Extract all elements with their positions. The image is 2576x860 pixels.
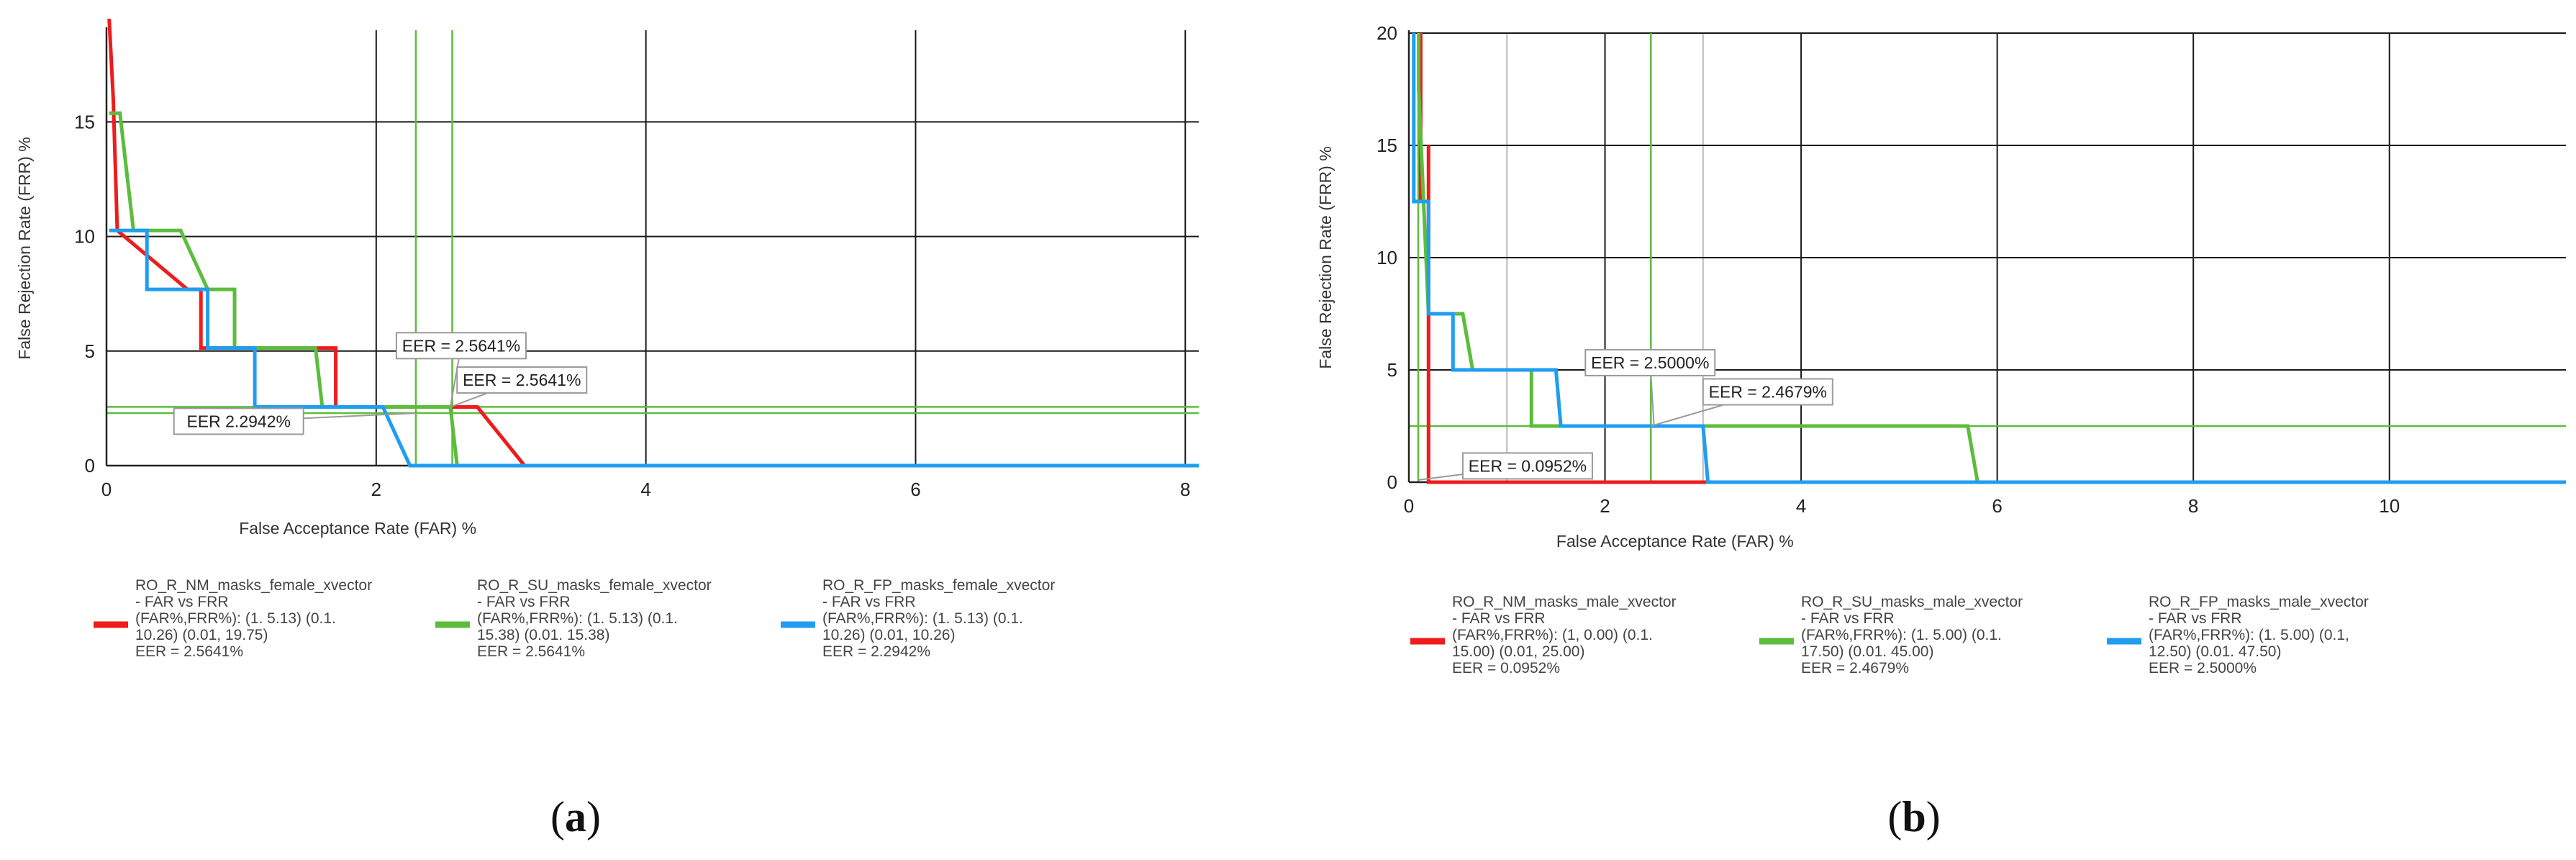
series-group bbox=[1412, 33, 2566, 484]
eer-callout: EER = 2.5000% bbox=[1584, 348, 1716, 427]
eer-callout: EER = 2.5641% bbox=[450, 366, 588, 408]
y-tick-label: 0 bbox=[85, 455, 95, 476]
y-tick-label: 10 bbox=[1377, 247, 1397, 268]
panel-label-paren: ) bbox=[586, 793, 601, 841]
callout-text: EER = 0.0952% bbox=[1469, 456, 1587, 475]
eer-callout: EER = 0.0952% bbox=[1418, 452, 1593, 481]
callout-box bbox=[395, 332, 527, 360]
legend-text-line: - FAR vs FRR bbox=[1801, 610, 1895, 627]
panel-label: (b) bbox=[1887, 793, 1940, 841]
legend-text-line: 17.50) (0.01. 45.00) bbox=[1801, 643, 1933, 660]
panel-label-letter: b bbox=[1902, 793, 1926, 841]
legend-text-line: EER = 2.4679% bbox=[1801, 660, 1909, 676]
series-line bbox=[109, 228, 1199, 468]
legend-text-line: 12.50) (0.01. 47.50) bbox=[2149, 643, 2281, 660]
x-tick-label: 0 bbox=[101, 479, 112, 500]
legend-text-line: - FAR vs FRR bbox=[2149, 610, 2242, 627]
panel-a: 0 2 4 6 8 0 5 10 15 False Acceptance Rate (FAR) %… bbox=[15, 18, 1199, 841]
panel-label-paren: ( bbox=[550, 793, 565, 841]
legend-text-line: EER = 2.2942% bbox=[822, 643, 930, 660]
callout-text: EER = 2.5641% bbox=[402, 336, 520, 355]
x-tick-label: 8 bbox=[1180, 479, 1190, 500]
legend-text-line: RO_R_SU_masks_male_xvector bbox=[1801, 594, 2023, 610]
eer-callout: EER 2.2942% bbox=[173, 407, 416, 435]
legend-item: RO_R_NM_masks_female_xvector- FAR vs FRR… bbox=[94, 577, 372, 660]
callout-box bbox=[456, 366, 588, 394]
y-axis-title: False Rejection Rate (FRR) % bbox=[15, 137, 34, 359]
legend-text-line: - FAR vs FRR bbox=[477, 594, 571, 610]
legend-text-line: - FAR vs FRR bbox=[822, 594, 916, 610]
legend-text-line: EER = 2.5641% bbox=[135, 643, 243, 660]
callout-box bbox=[173, 407, 304, 435]
callout-box bbox=[1461, 452, 1593, 480]
panel-b: 0 2 4 6 8 10 0 5 10 15 20 False Acceptance Rate (FA… bbox=[1316, 22, 2566, 841]
callout-text: EER = 2.4679% bbox=[1709, 382, 1827, 401]
callout-text: EER = 2.5641% bbox=[463, 371, 581, 389]
legend-text-line: EER = 0.0952% bbox=[1452, 660, 1560, 676]
legend-text-line: RO_R_NM_masks_male_xvector bbox=[1452, 594, 1677, 610]
callout-box bbox=[1584, 348, 1716, 376]
panel-label-letter: a bbox=[565, 793, 586, 841]
x-tick-label: 4 bbox=[1796, 495, 1806, 517]
x-tick-label: 6 bbox=[910, 479, 920, 500]
y-tick-label: 20 bbox=[1377, 22, 1397, 44]
legend-text-line: RO_R_FP_masks_male_xvector bbox=[2149, 594, 2369, 610]
legend-text-line: RO_R_NM_masks_female_xvector bbox=[135, 577, 372, 594]
grid bbox=[1409, 32, 2566, 482]
legend-text-line: EER = 2.5000% bbox=[2149, 660, 2257, 676]
legend-item: RO_R_FP_masks_female_xvector- FAR vs FRR… bbox=[781, 577, 1055, 660]
legend-text-line: (FAR%,FRR%): (1, 0.00) (0.1. bbox=[1452, 627, 1653, 643]
legend-text-line: EER = 2.5641% bbox=[477, 643, 585, 660]
x-tick-label: 2 bbox=[371, 479, 381, 500]
legend-text-line: (FAR%,FRR%): (1. 5.13) (0.1. bbox=[822, 610, 1023, 627]
callout-text: EER 2.2942% bbox=[186, 412, 290, 430]
x-tick-label: 8 bbox=[2188, 495, 2198, 517]
legend-text-line: 15.00) (0.01, 25.00) bbox=[1452, 643, 1584, 660]
callout-box bbox=[1702, 378, 1833, 406]
legend-text-line: 10.26) (0.01, 10.26) bbox=[822, 627, 955, 643]
legend-item: RO_R_SU_masks_male_xvector- FAR vs FRR(F… bbox=[1759, 594, 2023, 676]
legend-text-line: - FAR vs FRR bbox=[135, 594, 229, 610]
eer-callout: EER = 2.5641% bbox=[395, 332, 527, 407]
legend-text-line: 10.26) (0.01, 19.75) bbox=[135, 627, 268, 643]
series-line bbox=[107, 18, 1199, 468]
x-tick-label: 4 bbox=[640, 479, 650, 500]
panel-label-paren: ) bbox=[1926, 793, 1941, 841]
legend: RO_R_NM_masks_female_xvector- FAR vs FRR… bbox=[94, 577, 1055, 660]
x-tick-label: 6 bbox=[1992, 495, 2002, 517]
y-tick-label: 5 bbox=[1387, 359, 1397, 381]
x-axis-title: False Acceptance Rate (FAR) % bbox=[1556, 532, 1794, 551]
legend-item: RO_R_FP_masks_male_xvector- FAR vs FRR(F… bbox=[2107, 594, 2369, 676]
legend-text-line: RO_R_SU_masks_female_xvector bbox=[477, 577, 712, 594]
legend: RO_R_NM_masks_male_xvector- FAR vs FRR(F… bbox=[1410, 594, 2369, 676]
x-tick-label: 10 bbox=[2379, 495, 2400, 517]
x-tick-label: 2 bbox=[1600, 495, 1610, 517]
legend-text-line: RO_R_FP_masks_female_xvector bbox=[822, 577, 1055, 594]
panel-label: (a) bbox=[550, 793, 601, 841]
y-axis-title: False Rejection Rate (FRR) % bbox=[1316, 146, 1335, 368]
y-tick-label: 10 bbox=[74, 226, 95, 248]
legend-item: RO_R_SU_masks_female_xvector- FAR vs FRR… bbox=[435, 577, 712, 660]
legend-item: RO_R_NM_masks_male_xvector- FAR vs FRR(F… bbox=[1410, 594, 1677, 676]
x-tick-label: 0 bbox=[1404, 495, 1414, 517]
y-tick-label: 5 bbox=[85, 340, 95, 362]
series-line bbox=[1412, 33, 2566, 484]
y-tick-label: 0 bbox=[1387, 471, 1397, 493]
legend-text-line: 15.38) (0.01. 15.38) bbox=[477, 627, 609, 643]
legend-text-line: (FAR%,FRR%): (1. 5.00) (0.1, bbox=[2149, 627, 2349, 643]
legend-text-line: (FAR%,FRR%): (1. 5.00) (0.1. bbox=[1801, 627, 2002, 643]
panel-label-paren: ( bbox=[1887, 793, 1902, 841]
legend-text-line: (FAR%,FRR%): (1. 5.13) (0.1. bbox=[135, 610, 336, 627]
legend-text-line: (FAR%,FRR%): (1. 5.13) (0.1. bbox=[477, 610, 678, 627]
legend-text-line: - FAR vs FRR bbox=[1452, 610, 1546, 627]
callout-text: EER = 2.5000% bbox=[1591, 353, 1709, 372]
y-tick-label: 15 bbox=[1377, 135, 1397, 156]
eer-callout: EER = 2.4679% bbox=[1651, 378, 1833, 427]
x-axis-title: False Acceptance Rate (FAR) % bbox=[239, 519, 476, 538]
grid bbox=[106, 30, 1199, 466]
y-tick-label: 15 bbox=[74, 111, 95, 132]
